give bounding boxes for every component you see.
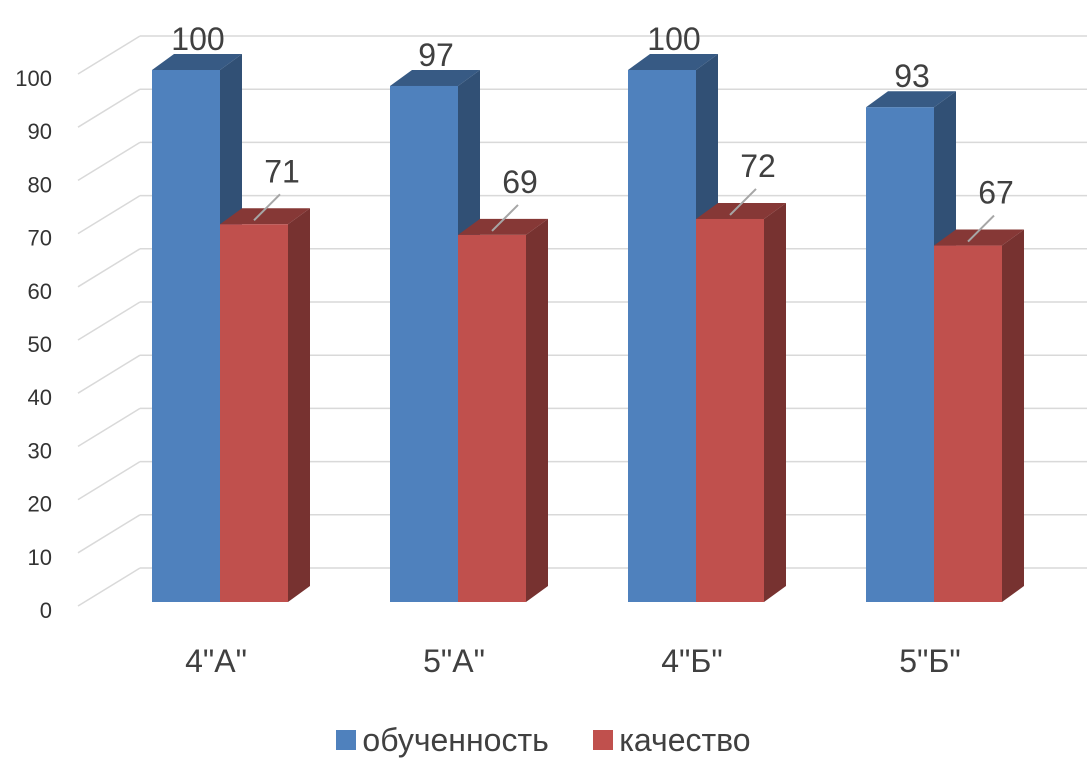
gridline-wall-8: [77, 141, 141, 182]
y-tick-label: 0: [40, 598, 52, 623]
leader-line-cat-2: [729, 188, 757, 216]
bar-series-0-cat-3: [866, 107, 934, 603]
data-label-series-1-cat-3: 67: [978, 175, 1014, 211]
bar-top-series-0-cat-3: [866, 91, 956, 108]
bar-series-1-cat-1: [458, 234, 526, 603]
bar-side-series-1-cat-1: [526, 218, 548, 603]
x-category-label: 5"А": [423, 643, 485, 679]
bar-side-series-1-cat-2: [764, 202, 786, 602]
legend-item-series-0: обученность: [336, 722, 549, 759]
y-axis: 0 10 20 30 40 50 60 70 80 90 100: [15, 66, 52, 623]
legend-label-series-0: обученность: [362, 722, 549, 758]
bar-series-0-cat-2: [628, 70, 696, 602]
gridline-wall-3: [77, 407, 141, 448]
gridline-wall-1: [77, 514, 141, 554]
data-label-series-0-cat-3: 93: [894, 58, 930, 94]
leader-line-cat-0: [253, 193, 281, 221]
y-tick-label: 20: [28, 492, 52, 517]
bar-side-series-1-cat-0: [288, 208, 310, 602]
legend-swatch-series-1: [593, 729, 614, 750]
x-category-label: 5"Б": [899, 643, 961, 679]
y-tick-label: 70: [28, 226, 52, 251]
y-tick-label: 80: [28, 172, 52, 197]
y-tick-label: 100: [15, 66, 52, 91]
data-label-series-0-cat-1: 97: [418, 37, 454, 73]
legend: обученность качество: [0, 722, 1087, 759]
y-tick-label: 40: [28, 385, 52, 410]
bar-series-0-cat-0: [152, 70, 220, 602]
y-tick-label: 60: [28, 279, 52, 304]
x-category-label: 4"А": [185, 643, 247, 679]
gridline-wall-0: [77, 567, 141, 607]
data-label-series-1-cat-0: 71: [264, 153, 300, 189]
leader-line-cat-1: [491, 204, 519, 232]
bar-top-series-1-cat-0: [220, 208, 310, 225]
bar-top-series-0-cat-2: [628, 54, 718, 70]
gridline-wall-9: [77, 88, 141, 128]
y-tick-label: 10: [28, 545, 52, 570]
legend-label-series-1: качество: [619, 722, 751, 758]
leader-line-cat-3: [967, 214, 995, 243]
bar-top-series-0-cat-1: [390, 69, 480, 86]
bars: [152, 54, 1024, 603]
legend-item-series-1: качество: [593, 722, 751, 759]
gridline-wall-10: [77, 35, 141, 75]
legend-swatch-series-0: [336, 729, 357, 750]
gridline-wall-2: [77, 460, 141, 501]
data-labels: 100 71 97 69 100 72 93 67: [171, 21, 1014, 243]
bar-top-series-1-cat-1: [458, 218, 548, 235]
bar-side-series-1-cat-3: [1002, 229, 1024, 602]
bar-series-0-cat-1: [390, 85, 458, 602]
y-tick-label: 50: [28, 332, 52, 357]
bar-top-series-1-cat-3: [934, 229, 1024, 246]
bar-series-1-cat-3: [934, 245, 1002, 602]
data-label-series-1-cat-1: 69: [502, 164, 538, 200]
bar-top-series-0-cat-0: [152, 54, 242, 70]
bar-series-1-cat-2: [696, 218, 764, 602]
gridline-wall-4: [77, 354, 141, 394]
bar-series-1-cat-0: [220, 224, 288, 602]
data-label-series-0-cat-0: 100: [171, 21, 224, 57]
bar-top-series-1-cat-2: [696, 202, 786, 219]
x-category-label: 4"Б": [661, 643, 723, 679]
data-label-series-0-cat-2: 100: [647, 21, 700, 57]
x-axis: 4"А" 5"А" 4"Б" 5"Б": [185, 643, 961, 679]
gridline-wall-6: [77, 248, 141, 288]
y-tick-label: 30: [28, 438, 52, 463]
gridline-wall-5: [77, 301, 141, 341]
gridline-wall-7: [77, 194, 141, 235]
y-tick-label: 90: [28, 119, 52, 144]
data-label-series-1-cat-2: 72: [740, 148, 776, 184]
